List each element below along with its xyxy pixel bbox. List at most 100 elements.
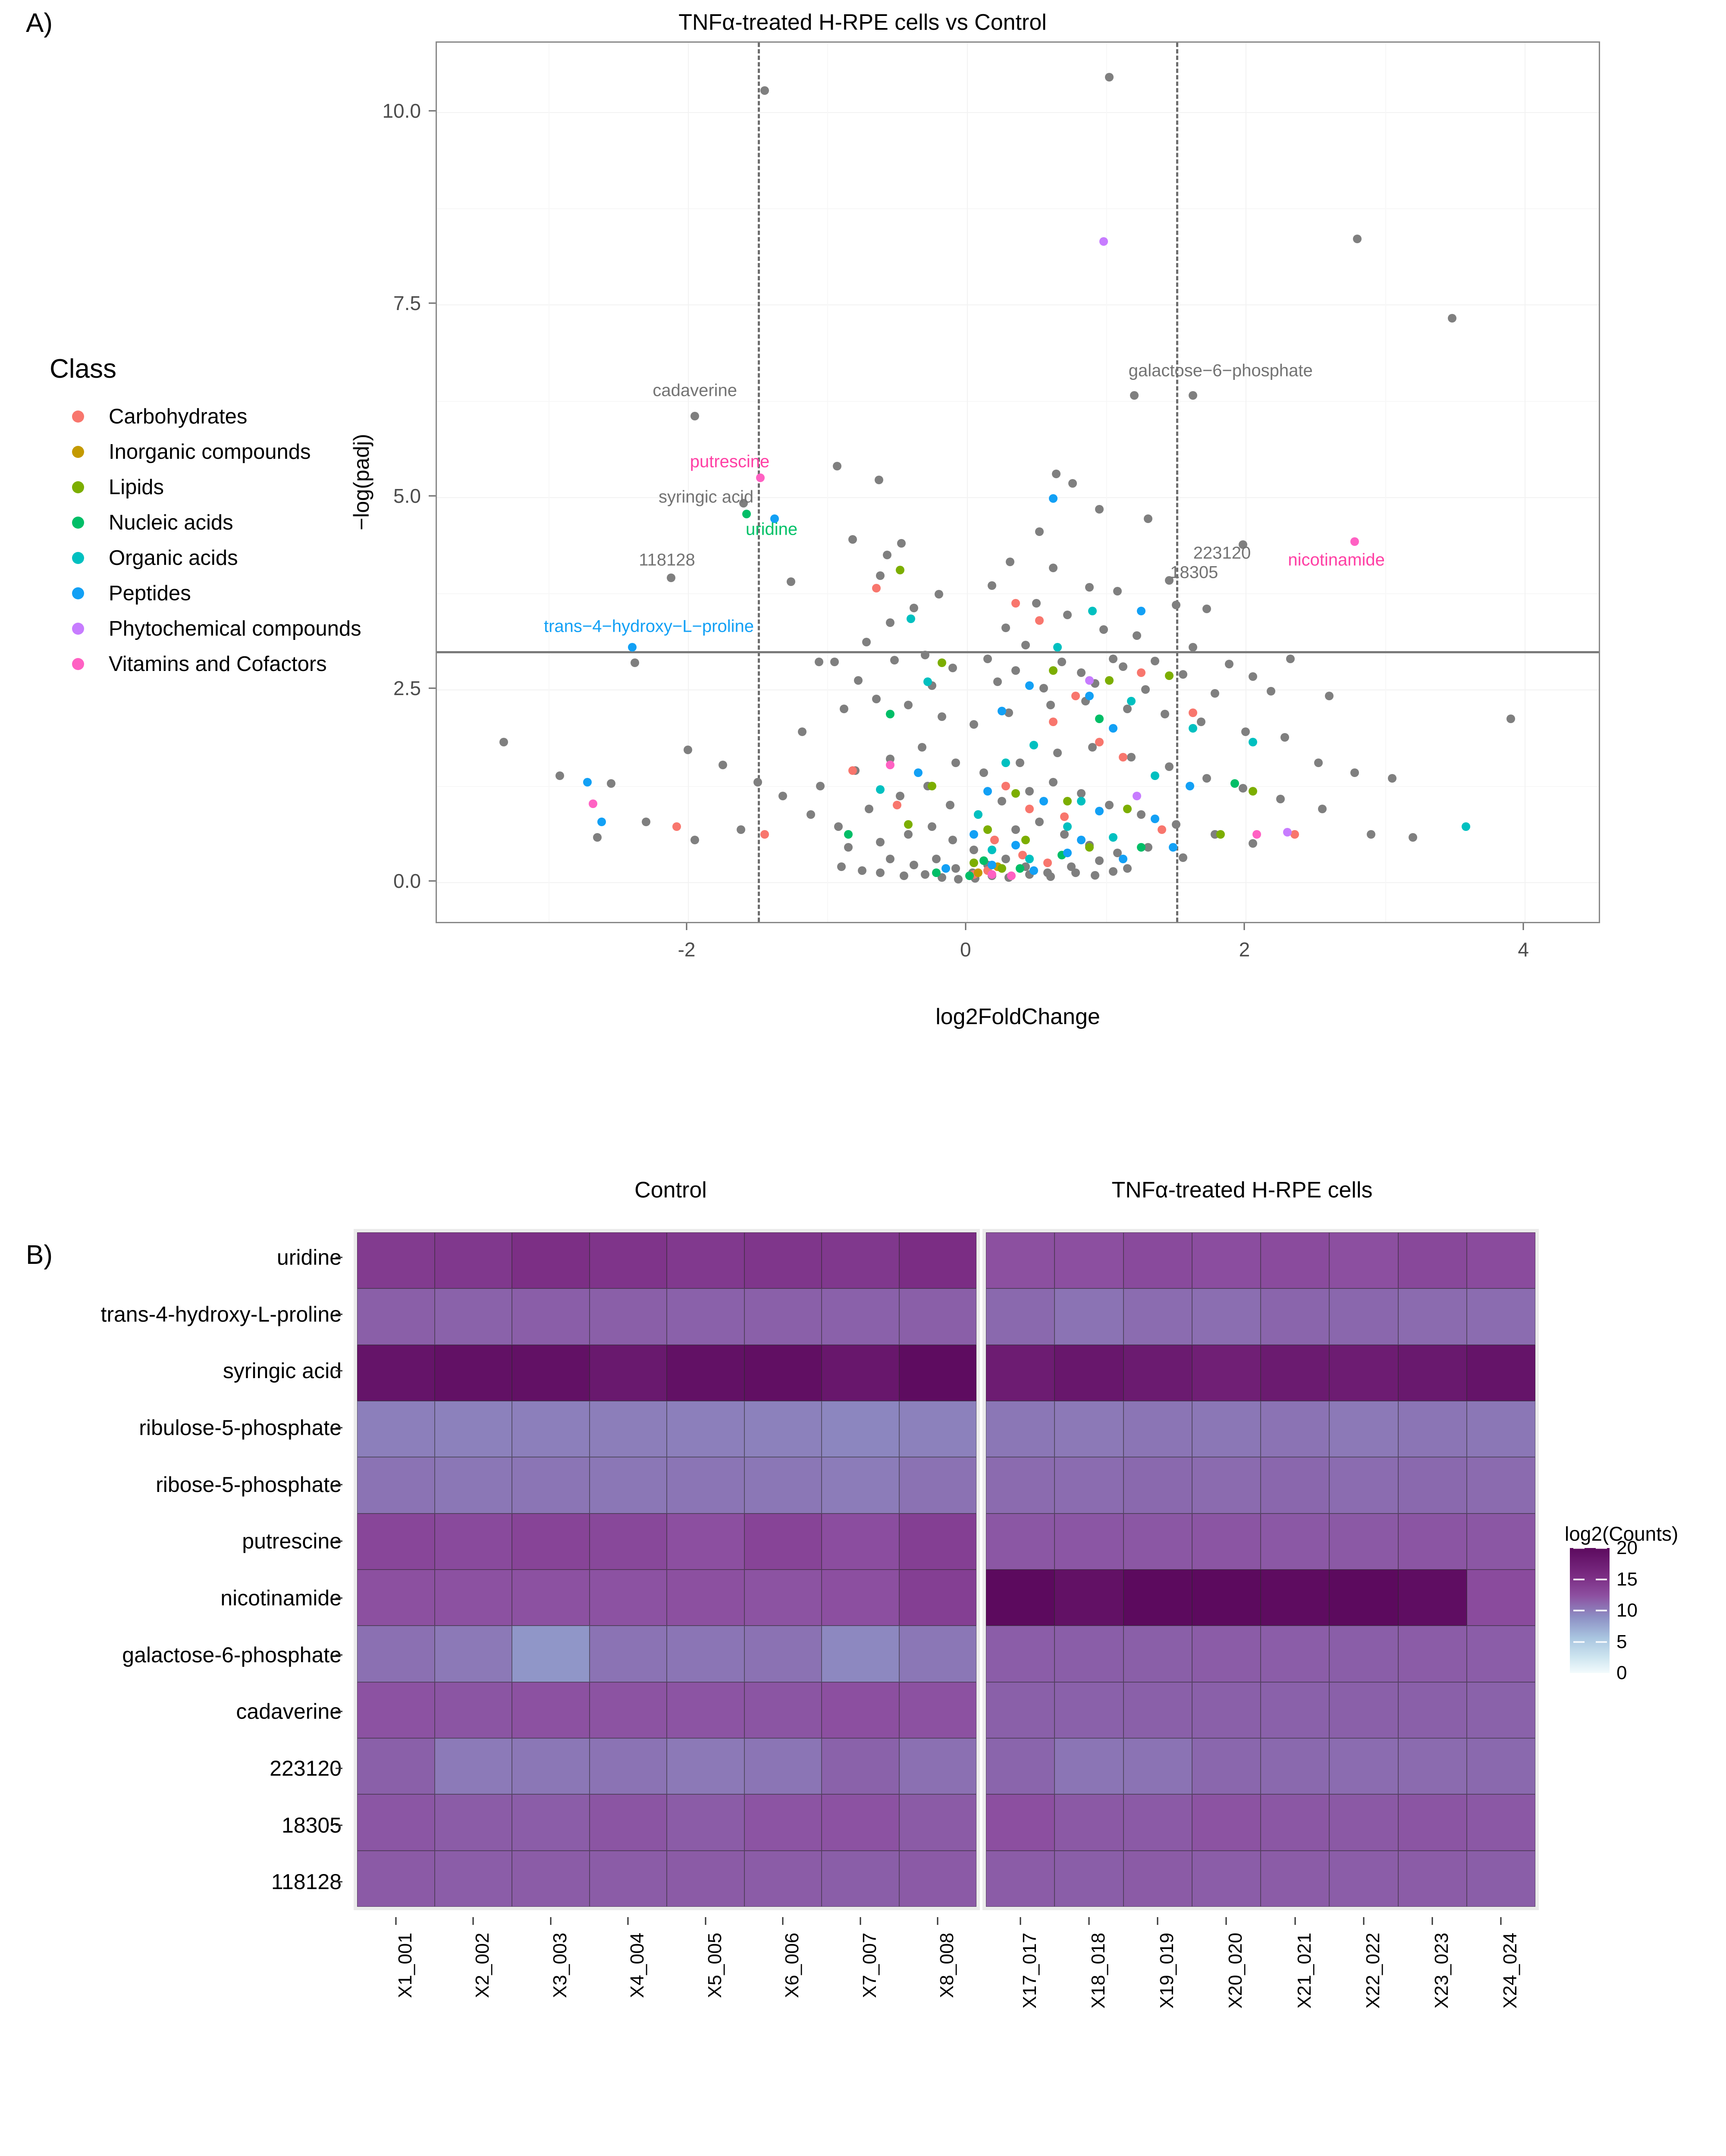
legend-item-phytochemical-compounds[interactable]: Phytochemical compounds <box>50 611 361 646</box>
volcano-data-point <box>885 618 894 627</box>
legend-item-organic-acids[interactable]: Organic acids <box>50 540 361 576</box>
volcano-data-point <box>923 677 932 686</box>
heatmap-cell <box>434 1288 512 1345</box>
heatmap-cell <box>1054 1794 1123 1851</box>
colorbar-tick <box>1573 1641 1585 1643</box>
heatmap-cell <box>589 1513 667 1570</box>
heatmap-cell <box>899 1288 976 1345</box>
heatmap-cell <box>357 1569 435 1626</box>
heatmap-row-tick <box>336 1881 342 1883</box>
heatmap-cell <box>1466 1626 1535 1682</box>
heatmap-row-label: 223120 <box>270 1756 342 1780</box>
volcano-data-point <box>1202 604 1211 613</box>
volcano-data-point <box>1053 643 1062 652</box>
legend-item-nucleic-acids[interactable]: Nucleic acids <box>50 505 361 540</box>
heatmap-cell <box>1123 1344 1192 1401</box>
volcano-data-point <box>1387 774 1396 783</box>
volcano-data-point <box>1350 768 1359 777</box>
heatmap-column-tick <box>627 1917 629 1925</box>
heatmap-cell <box>744 1401 822 1457</box>
volcano-data-point <box>1029 740 1038 749</box>
heatmap-cell <box>1054 1513 1123 1570</box>
volcano-data-point <box>865 805 874 814</box>
colorbar-tick <box>1596 1547 1607 1549</box>
volcano-data-point <box>1049 718 1058 727</box>
heatmap-cell <box>434 1344 512 1401</box>
volcano-data-point <box>1035 527 1044 536</box>
volcano-data-point <box>1136 668 1145 677</box>
volcano-data-point <box>1053 748 1062 757</box>
volcano-data-point <box>1186 781 1195 790</box>
volcano-data-point <box>1039 683 1048 693</box>
legend-item-lipids[interactable]: Lipids <box>50 470 361 505</box>
heatmap-cell <box>1466 1457 1535 1514</box>
volcano-data-point <box>1169 843 1178 852</box>
volcano-data-point <box>1448 314 1456 323</box>
heatmap-cell <box>512 1513 590 1570</box>
heatmap-cell <box>434 1738 512 1795</box>
volcano-data-point <box>1188 643 1197 652</box>
volcano-data-point <box>778 791 787 800</box>
colorbar-tick <box>1596 1641 1607 1643</box>
volcano-data-point <box>1109 833 1118 842</box>
heatmap-cell <box>589 1288 667 1345</box>
colorbar-title: log2(Counts) <box>1565 1523 1679 1545</box>
volcano-data-point <box>844 843 853 852</box>
legend-item-carbohydrates[interactable]: Carbohydrates <box>50 399 361 434</box>
gridline-horizontal-minor <box>437 786 1599 787</box>
heatmap-cell <box>986 1738 1055 1795</box>
volcano-data-point <box>1164 671 1174 680</box>
heatmap-cell <box>1123 1457 1192 1514</box>
heatmap-title-control: Control <box>634 1178 707 1203</box>
volcano-data-point <box>798 727 807 736</box>
heatmap-cell <box>1466 1850 1535 1907</box>
volcano-data-point <box>1029 866 1038 875</box>
heatmap-cell <box>986 1344 1055 1401</box>
volcano-data-point <box>983 825 992 834</box>
heatmap-row-label: nicotinamide <box>220 1586 342 1610</box>
volcano-data-point <box>1071 691 1080 700</box>
heatmap-row-label: cadaverine <box>236 1699 342 1724</box>
volcano-data-point <box>1011 666 1020 675</box>
heatmap-cell <box>899 1457 976 1514</box>
heatmap-cell <box>357 1232 435 1289</box>
heatmap-cell <box>1192 1794 1261 1851</box>
volcano-data-point <box>1085 691 1094 700</box>
volcano-data-point <box>848 766 857 775</box>
volcano-plot-title: TNFα-treated H-RPE cells vs Control <box>678 10 1047 35</box>
heatmap-row-label: putrescine <box>242 1529 342 1554</box>
legend-item-vitamins-and-cofactors[interactable]: Vitamins and Cofactors <box>50 646 361 682</box>
volcano-data-point <box>1001 781 1010 790</box>
volcano-data-point <box>997 797 1006 806</box>
volcano-data-point <box>990 835 999 844</box>
volcano-data-point <box>1095 856 1104 865</box>
volcano-data-point <box>909 603 918 612</box>
heatmap-cell <box>1054 1569 1123 1626</box>
volcano-data-point <box>718 761 727 770</box>
gridline-horizontal-minor <box>437 208 1599 209</box>
heatmap-cell <box>1398 1288 1467 1345</box>
volcano-data-point <box>1043 859 1052 868</box>
legend-item-peptides[interactable]: Peptides <box>50 576 361 611</box>
heatmap-column-label: X1_001 <box>394 1933 416 1998</box>
heatmap-cell <box>822 1457 899 1514</box>
colorbar-tick <box>1596 1610 1607 1611</box>
volcano-data-point <box>1007 871 1016 881</box>
volcano-data-point <box>756 473 765 483</box>
volcano-data-point <box>1021 835 1030 844</box>
heatmap-row-label: ribose-5-phosphate <box>156 1472 342 1497</box>
volcano-data-point <box>987 870 996 879</box>
heatmap-cell <box>357 1738 435 1795</box>
heatmap-cell <box>512 1232 590 1289</box>
legend-item-inorganic-compounds[interactable]: Inorganic compounds <box>50 434 361 470</box>
heatmap-cell <box>1123 1794 1192 1851</box>
volcano-data-point <box>918 743 927 752</box>
heatmap-cell <box>822 1794 899 1851</box>
heatmap-cell <box>1466 1232 1535 1289</box>
volcano-data-point <box>1015 758 1024 767</box>
heatmap-row-tick <box>336 1597 342 1599</box>
heatmap-cell <box>1261 1738 1330 1795</box>
volcano-data-point <box>1160 710 1169 719</box>
volcano-data-point <box>997 707 1006 716</box>
volcano-data-point <box>909 861 918 870</box>
